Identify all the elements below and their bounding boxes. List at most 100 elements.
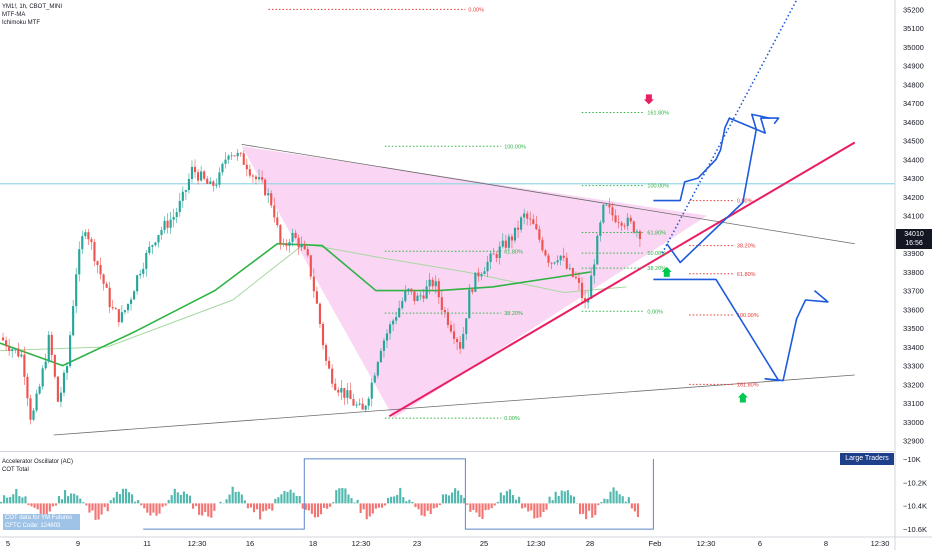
price-tick-label: 32900 xyxy=(903,437,924,446)
candle-body xyxy=(599,222,602,236)
ma-fast-line[interactable] xyxy=(0,242,591,367)
ac-bar xyxy=(70,493,73,504)
ac-bar xyxy=(51,503,54,507)
ac-bar xyxy=(323,503,326,508)
ac-bar xyxy=(204,503,207,513)
candle-body xyxy=(99,265,102,275)
ac-bar xyxy=(295,495,298,504)
oscillator-pane[interactable] xyxy=(0,451,895,530)
arrow-down-icon[interactable] xyxy=(643,94,654,105)
projection-path[interactable] xyxy=(653,278,829,382)
candle-body xyxy=(489,253,492,262)
candle-body xyxy=(373,375,376,383)
candle-body xyxy=(126,303,130,311)
fib-level-label: 161.80% xyxy=(647,111,669,117)
candle-body xyxy=(224,159,227,164)
candle-body xyxy=(267,193,270,196)
indicator-mtf-ma[interactable]: MTF-MA xyxy=(2,12,26,18)
lower-trendline[interactable] xyxy=(53,374,855,436)
candle-body xyxy=(44,361,47,369)
ac-bar xyxy=(127,492,131,504)
candle-body xyxy=(120,312,123,323)
time-tick-label: 12:30 xyxy=(697,539,716,548)
fib-level-label: 0.00% xyxy=(468,7,484,13)
time-tick-label: 28 xyxy=(586,539,594,548)
ac-bar xyxy=(368,503,371,517)
indicator-ichimoku[interactable]: Ichimoku MTF xyxy=(2,20,41,26)
candle-body xyxy=(571,268,574,277)
indicator-ac[interactable]: Accelerator Oscillator (AC) xyxy=(2,459,74,465)
fib-level-label: 61.80% xyxy=(737,272,756,278)
ac-bar xyxy=(493,503,496,506)
price-tick-label: 33000 xyxy=(903,418,924,427)
projection-path[interactable] xyxy=(653,117,780,202)
candle-body xyxy=(526,213,529,219)
ac-bar xyxy=(115,491,118,504)
ac-bar xyxy=(103,503,106,508)
ac-bar xyxy=(588,503,591,511)
ac-bar xyxy=(91,503,94,511)
ac-bar xyxy=(252,503,256,513)
ac-bar xyxy=(585,503,588,520)
candle-body xyxy=(605,204,608,206)
upper-trendline[interactable] xyxy=(241,143,855,245)
last-price-tag: 34010 16:56 xyxy=(896,229,932,249)
ac-bar xyxy=(460,495,463,504)
ac-bar xyxy=(591,503,594,518)
ac-bar xyxy=(182,491,185,504)
cot-step-line[interactable] xyxy=(143,458,654,530)
candle-body xyxy=(379,350,382,363)
ac-bar xyxy=(399,487,402,504)
ac-bar xyxy=(463,497,466,504)
candle-body xyxy=(480,274,483,277)
candle-body xyxy=(477,272,480,277)
time-tick-label: 9 xyxy=(76,539,80,548)
time-tick-label: 12:30 xyxy=(527,539,546,548)
ac-bar xyxy=(271,503,274,511)
time-axis[interactable]: 5 9 11 12:30 16 18 12:30 23 25 12:30 28 Feb 12:30 6 8 1… xyxy=(0,536,932,548)
ac-bar xyxy=(228,494,231,504)
ac-bar xyxy=(472,503,475,510)
arrow-up-icon[interactable] xyxy=(737,392,748,403)
candle-body xyxy=(352,398,355,406)
ac-bar xyxy=(347,494,350,504)
ac-bar xyxy=(530,503,533,511)
ac-bar xyxy=(124,488,128,504)
ac-bar xyxy=(578,503,582,515)
candle-body xyxy=(398,307,401,318)
ac-bar xyxy=(533,503,536,519)
ma-slow-line[interactable] xyxy=(0,243,627,352)
candle-body xyxy=(544,250,547,256)
price-tick-label: 33200 xyxy=(903,380,924,389)
candle-body xyxy=(169,219,172,228)
projection-path[interactable] xyxy=(666,113,770,264)
ac-bar xyxy=(155,503,158,516)
ac-bar xyxy=(79,498,82,504)
candle-body xyxy=(239,152,242,154)
ac-bar xyxy=(356,499,359,504)
ac-bar xyxy=(420,503,423,516)
candle-body xyxy=(282,243,285,245)
arrow-up-icon[interactable] xyxy=(661,266,672,277)
ac-bar xyxy=(377,503,380,508)
ac-bar xyxy=(109,500,112,504)
candle-body xyxy=(562,255,565,258)
price-axis[interactable]: 35200 35100 35000 34900 34800 34700 34600 34500… xyxy=(894,0,927,550)
price-tick-label: 34400 xyxy=(903,155,924,164)
ac-bar xyxy=(429,503,432,515)
symbol-title[interactable]: YM1!, 1h, CBOT_MINI xyxy=(2,4,63,10)
price-pane[interactable]: 100.00% 61.80% 38.20% 0.00% 161.80% 100.00% 61… xyxy=(0,0,895,436)
candle-body xyxy=(626,217,629,227)
support-trendline[interactable] xyxy=(388,141,856,418)
candle-body xyxy=(190,166,194,180)
ac-bar xyxy=(231,486,234,504)
price-tick-label: 33300 xyxy=(903,362,924,371)
ac-bar xyxy=(262,503,265,512)
ac-bar xyxy=(313,503,317,518)
ac-bar xyxy=(374,503,377,509)
indicator-cot[interactable]: COT Total xyxy=(2,467,29,473)
ac-bar xyxy=(478,503,481,517)
fib-level-label: 0.00% xyxy=(737,199,753,205)
ac-bar xyxy=(402,497,405,504)
